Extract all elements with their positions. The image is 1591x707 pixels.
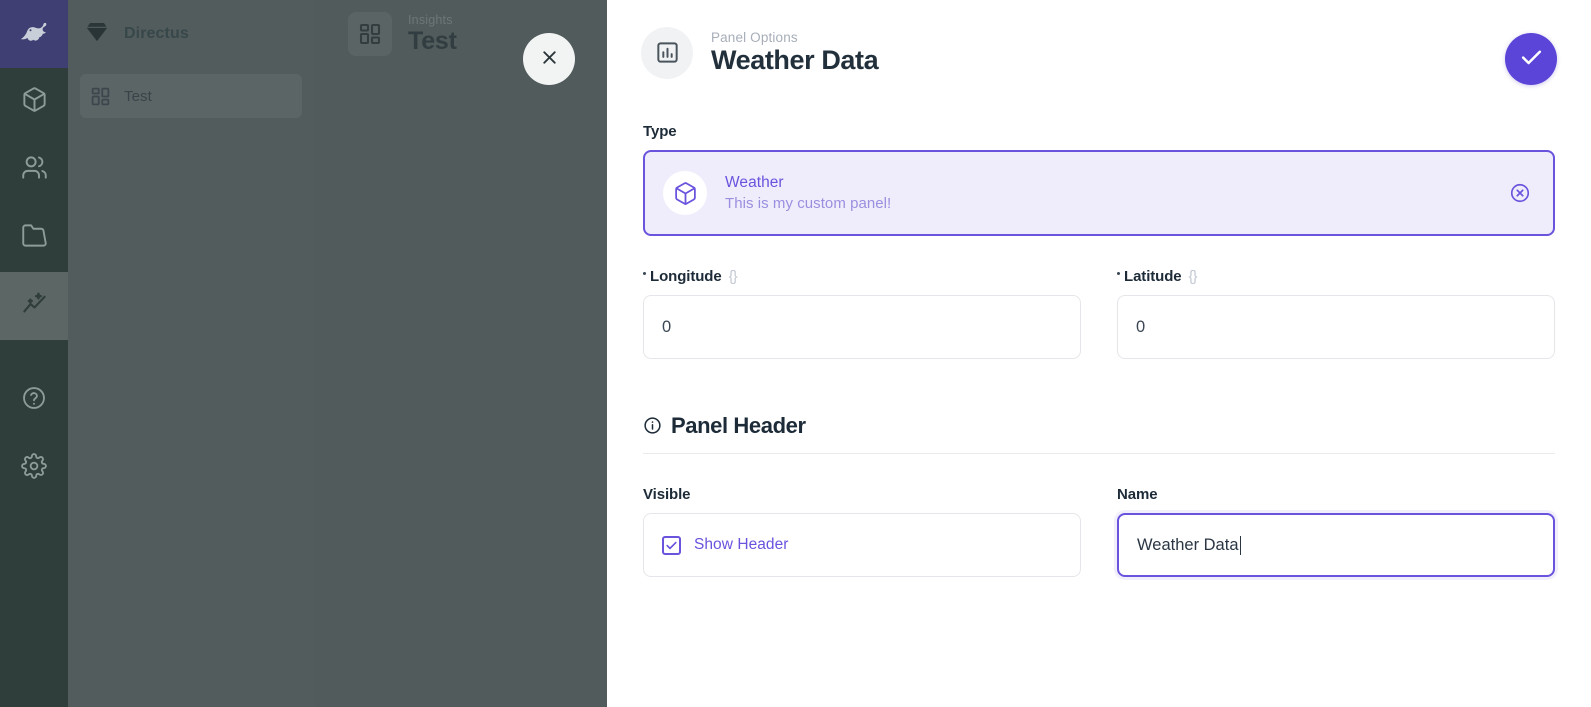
insights-trend-icon xyxy=(21,290,48,322)
panel-header-section-title: Panel Header xyxy=(643,413,1555,453)
info-circle-icon[interactable] xyxy=(643,416,662,435)
drawer-title: Weather Data xyxy=(711,45,879,76)
save-button[interactable] xyxy=(1505,33,1557,85)
panel-name-input[interactable]: Weather Data xyxy=(1117,513,1555,577)
module-bar xyxy=(0,0,68,707)
dimmed-page-content: Insights Test xyxy=(314,0,607,707)
project-name: Directus xyxy=(124,25,189,42)
folder-icon xyxy=(21,222,48,254)
drawer-header: Panel Options Weather Data xyxy=(607,0,1591,105)
page-header-dimmed: Insights Test xyxy=(314,0,607,68)
directus-rabbit-logo-icon xyxy=(17,17,51,52)
bar-chart-icon xyxy=(641,26,693,79)
panel-name-value: Weather Data xyxy=(1137,535,1239,554)
section-divider xyxy=(643,453,1555,454)
visible-field-group: Visible Show Header xyxy=(643,486,1081,577)
show-header-checkbox[interactable]: Show Header xyxy=(643,513,1081,577)
latitude-label-row: Latitude {} xyxy=(1117,268,1555,285)
check-icon xyxy=(1519,45,1544,73)
section-title-text: Panel Header xyxy=(671,413,806,438)
close-icon xyxy=(539,47,560,71)
name-field-group: Name Weather Data xyxy=(1117,486,1555,577)
drawer-eyebrow: Panel Options xyxy=(711,30,798,46)
project-info[interactable]: Directus xyxy=(68,0,314,68)
page-title: Test xyxy=(408,27,457,56)
braces-icon[interactable]: {} xyxy=(728,268,738,285)
gear-icon xyxy=(21,452,47,484)
panel-type-name: Weather xyxy=(725,174,784,191)
navigation-sidebar: Directus Test xyxy=(68,0,314,707)
required-dot-icon xyxy=(1117,271,1120,275)
sidebar-item-help[interactable] xyxy=(0,366,68,434)
close-circle-icon[interactable] xyxy=(1509,182,1531,204)
sidebar-item-file-library[interactable] xyxy=(0,204,68,272)
checkbox-checked-icon xyxy=(662,535,681,555)
gem-icon xyxy=(84,19,110,50)
selected-panel-type-card[interactable]: Weather This is my custom panel! xyxy=(643,150,1555,236)
latitude-label: Latitude xyxy=(1124,268,1182,285)
nav-item-test[interactable]: Test xyxy=(80,74,302,118)
type-label-row: Type xyxy=(643,123,1555,140)
drawer-body: Type Weather This is my custom panel! xyxy=(607,123,1591,577)
name-label: Name xyxy=(1117,486,1158,503)
show-header-label: Show Header xyxy=(694,536,789,553)
directus-logo-button[interactable] xyxy=(0,0,68,68)
text-cursor xyxy=(1239,535,1241,555)
sidebar-item-insights[interactable] xyxy=(0,272,68,340)
panel-options-drawer: Panel Options Weather Data Type xyxy=(607,0,1591,707)
latitude-field-group: Latitude {} xyxy=(1117,268,1555,359)
longitude-label: Longitude xyxy=(650,268,722,285)
dashboard-grid-icon xyxy=(348,12,392,56)
help-circle-icon xyxy=(21,385,47,416)
longitude-field-group: Longitude {} xyxy=(643,268,1081,359)
sidebar-item-content[interactable] xyxy=(0,68,68,136)
longitude-input[interactable] xyxy=(643,295,1081,359)
type-field-group: Type Weather This is my custom panel! xyxy=(643,123,1555,236)
type-label: Type xyxy=(643,123,677,140)
visible-label: Visible xyxy=(643,486,691,503)
users-icon xyxy=(21,154,48,186)
longitude-label-row: Longitude {} xyxy=(643,268,1081,285)
sidebar-item-user-directory[interactable] xyxy=(0,136,68,204)
coordinates-row: Longitude {} Latitude {} xyxy=(643,268,1555,359)
required-dot-icon xyxy=(643,271,646,275)
braces-icon[interactable]: {} xyxy=(1188,268,1198,285)
dashboard-grid-icon xyxy=(90,86,111,107)
header-settings-row: Visible Show Header Name Weather Data xyxy=(643,486,1555,577)
panel-type-description: This is my custom panel! xyxy=(725,195,892,212)
box-icon xyxy=(663,171,707,215)
box-icon xyxy=(21,86,48,118)
latitude-input[interactable] xyxy=(1117,295,1555,359)
breadcrumb[interactable]: Insights xyxy=(408,13,453,28)
nav-item-list: Test xyxy=(68,68,314,118)
panel-header-section: Panel Header xyxy=(643,413,1555,454)
nav-item-label: Test xyxy=(124,87,152,105)
close-drawer-button[interactable] xyxy=(523,33,575,85)
sidebar-item-settings[interactable] xyxy=(0,434,68,502)
